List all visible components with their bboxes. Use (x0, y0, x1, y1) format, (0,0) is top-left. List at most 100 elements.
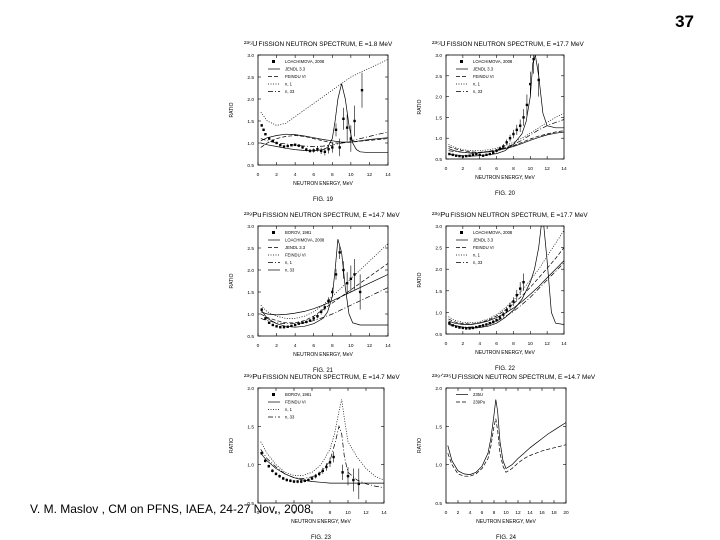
y-tick-label: 2.5 (435, 74, 442, 80)
data-point (352, 478, 355, 482)
y-tick-label: 1.5 (435, 424, 442, 430)
series-line-1 (448, 260, 564, 325)
series-group (260, 239, 388, 329)
data-point (502, 313, 505, 316)
y-tick-label: 3.0 (435, 53, 442, 59)
x-tick-label: 10 (345, 510, 351, 516)
data-point (481, 154, 485, 157)
data-point (310, 477, 314, 480)
data-point (290, 144, 293, 147)
data-point (296, 480, 299, 483)
series-line-1 (260, 133, 388, 143)
data-point (448, 152, 451, 156)
data-point (485, 153, 488, 157)
x-tick-label: 4 (293, 510, 296, 516)
chart-title: ²³⁵UFISSION NEUTRON SPECTRUM, E =1.8 MeV (244, 39, 393, 48)
data-point (461, 326, 465, 330)
x-axis-label: NEUTRON ENERGY, MeV (475, 350, 535, 356)
data-point (274, 472, 278, 476)
data-point (264, 317, 267, 320)
y-tick-label: 1.0 (435, 136, 442, 142)
data-point (475, 152, 478, 156)
data-point (522, 116, 525, 119)
data-point (471, 153, 475, 157)
data-point (488, 322, 492, 325)
legend-label: FEINDU VI (285, 400, 306, 405)
legend-label: FEINDU VI (473, 74, 494, 79)
data-point (292, 480, 296, 483)
y-axis-label: RATIO (229, 102, 235, 117)
chart-title: ²³⁹ᐟ²³⁵UFISSION NEUTRON SPECTRUM, E =14.… (432, 372, 596, 381)
chart-title: ²³⁹PuFISSION NEUTRON SPECTRUM, E =14.7 M… (244, 210, 400, 219)
data-point (286, 325, 289, 328)
x-tick-label: 8 (512, 166, 515, 172)
chart-3: ²³⁹PuFISSION NEUTRON SPECTRUM, E =14.7 M… (229, 210, 400, 374)
data-point (275, 141, 278, 145)
x-tick-label: 18 (551, 510, 557, 516)
data-point (357, 482, 360, 486)
data-point (278, 474, 281, 478)
x-tick-label: 0 (445, 166, 448, 172)
data-point (349, 137, 353, 140)
data-point (512, 300, 515, 303)
data-point (279, 326, 282, 329)
series-line-3 (260, 59, 388, 126)
plot-frame (257, 387, 385, 504)
series-line-3 (260, 425, 384, 489)
series-line-4 (448, 119, 564, 154)
x-tick-label: 14 (381, 510, 387, 516)
data-point (471, 326, 475, 330)
data-point (305, 148, 308, 151)
y-tick-label: 1.0 (435, 310, 442, 316)
data-point (275, 325, 278, 328)
data-point (285, 478, 288, 482)
data-point (260, 124, 263, 127)
series-line-2 (447, 418, 566, 477)
data-point (338, 251, 341, 254)
y-tick-label: 0.5 (435, 501, 442, 507)
chart-2: ²³⁵UFISSION NEUTRON SPECTRUM, E =17.7 Me… (417, 39, 585, 197)
data-point (515, 293, 518, 297)
y-tick-label: 1.0 (247, 463, 254, 469)
legend-label: n, 33 (473, 89, 483, 94)
legend-label: n, 33 (285, 268, 295, 273)
data-point (301, 146, 304, 149)
data-point (465, 327, 468, 330)
data-point (451, 324, 454, 327)
x-tick-label: 8 (331, 172, 334, 178)
x-tick-label: 8 (512, 341, 515, 347)
data-point (264, 459, 267, 463)
chart-6: ²³⁹ᐟ²³⁵UFISSION NEUTRON SPECTRUM, E =14.… (417, 372, 596, 540)
x-tick-label: 10 (503, 510, 509, 516)
series-line-2 (260, 263, 388, 324)
y-tick-label: 1.5 (247, 424, 254, 430)
data-point (325, 465, 328, 469)
data-point (305, 320, 308, 324)
legend-label: BOROV, 1981 (285, 392, 312, 397)
data-point (468, 154, 471, 157)
x-tick-label: 8 (493, 510, 496, 516)
data-point (478, 153, 481, 157)
data-point (260, 308, 263, 311)
legend-marker (272, 60, 275, 63)
data-point (334, 128, 338, 131)
y-tick-label: 2.0 (247, 97, 254, 103)
data-point (458, 326, 461, 329)
x-tick-label: 6 (311, 510, 314, 516)
series-line-1 (260, 452, 384, 484)
data-point (338, 146, 341, 149)
y-tick-label: 0.5 (435, 332, 442, 338)
data-point (508, 137, 512, 140)
x-tick-label: 6 (495, 341, 498, 347)
data-point (316, 147, 319, 151)
data-point (485, 323, 488, 326)
legend-marker (272, 393, 275, 396)
data-point (321, 469, 324, 472)
data-point (282, 326, 286, 329)
data-point (286, 144, 289, 148)
data-point (454, 325, 458, 328)
y-tick-label: 0.5 (247, 501, 254, 507)
legend-label: LOACHIMOVA, 2008 (473, 59, 513, 64)
page-number: 37 (675, 12, 694, 31)
data-point (454, 154, 458, 157)
